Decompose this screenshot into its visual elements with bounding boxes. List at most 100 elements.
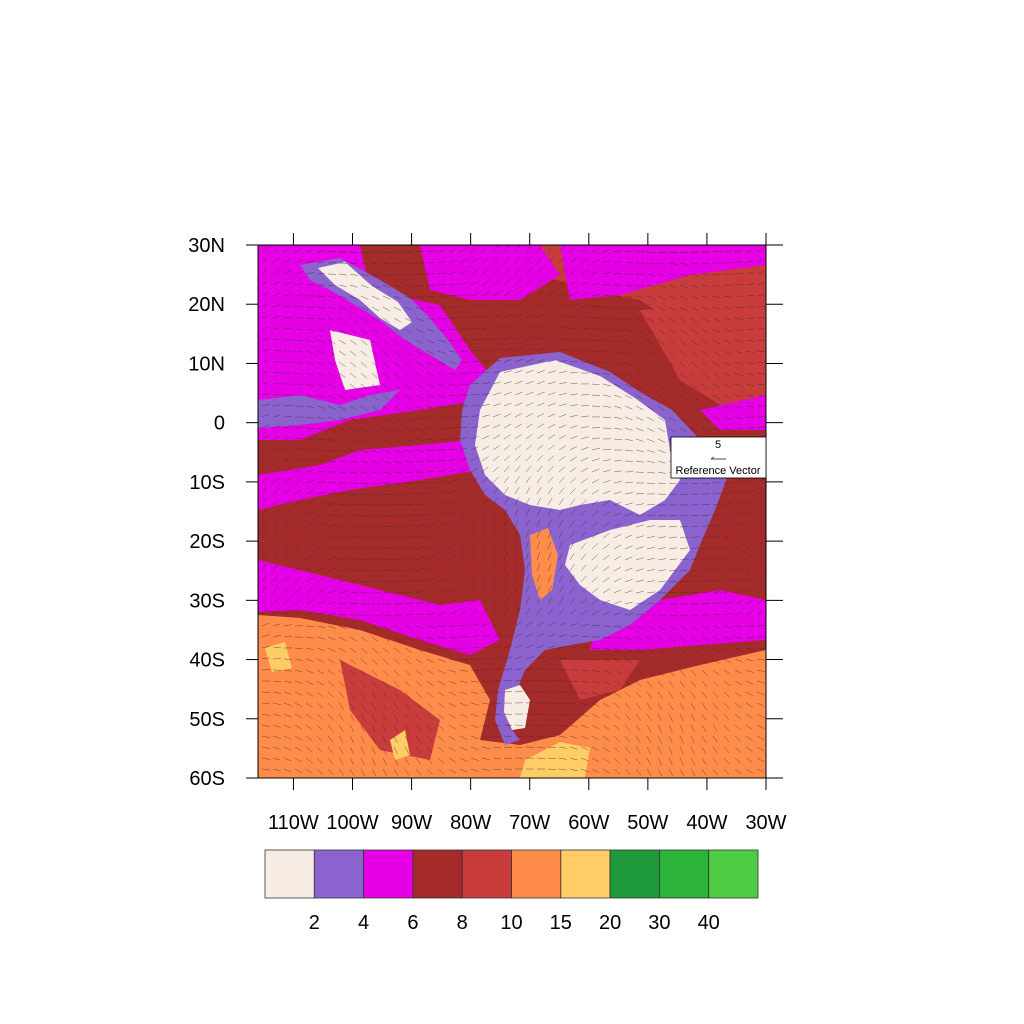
wind-barb [503,268,510,275]
wind-barb [514,608,520,616]
wind-barb [756,317,766,319]
wind-barb [349,504,359,506]
wind-barb [437,600,446,605]
wind-barb [723,647,732,652]
legend-swatch [659,849,710,899]
wind-barb [316,261,325,264]
wind-barb [415,602,424,605]
wind-barb [294,610,303,616]
wind-barb [514,644,523,649]
wind-barb [646,525,655,528]
reference-vector-value: 5 [715,439,721,451]
wind-barb [393,405,401,411]
wind-barb [426,306,435,309]
wind-barb [745,532,753,539]
wind-barb [382,669,389,677]
wind-barb [580,426,589,429]
wind-barb [415,328,424,333]
wind-barb [426,471,436,473]
wind-barb [613,480,622,484]
wind-barb [602,647,611,650]
wind-barb [349,273,358,276]
wind-barb [613,491,622,495]
wind-barb [393,284,402,288]
wind-barb [503,455,511,462]
wind-barb [426,372,435,377]
wind-barb [712,735,718,743]
wind-barb [470,735,479,740]
wind-barb [569,246,577,253]
wind-barb [558,702,567,705]
wind-barb [624,545,633,550]
wind-barb [470,477,478,484]
wind-barb [360,768,366,777]
wind-barb [558,735,567,738]
wind-barb [525,256,532,264]
wind-barb [569,393,578,396]
wind-barb [283,713,292,718]
wind-barb [459,521,466,528]
wind-barb [349,580,358,583]
wind-barb [404,514,413,517]
wind-barb [470,713,479,717]
wind-barb [327,702,334,710]
wind-barb [327,460,337,462]
wind-barb [371,460,380,464]
wind-barb [734,480,743,484]
wind-barb [756,350,766,352]
wind-barb [272,680,282,683]
wind-barb [327,372,336,378]
wind-barb [327,524,336,528]
wind-barb [261,608,268,616]
wind-barb [448,500,456,506]
wind-barb [657,757,662,766]
wind-barb [558,303,567,308]
wind-barb [327,513,336,517]
wind-barb [382,735,387,744]
wind-barb [624,556,633,561]
wind-barb [426,680,434,686]
wind-barb [261,337,270,341]
wind-barb [492,702,502,704]
wind-barb [349,383,357,390]
wind-barb [745,713,753,719]
wind-barb [536,348,545,352]
wind-barb [437,480,446,484]
wind-barb [393,680,400,688]
wind-barb [272,586,279,594]
wind-barb [272,281,281,286]
wind-barb [745,394,754,397]
wind-barb [470,564,476,572]
wind-barb [503,608,509,616]
wind-barb [437,394,446,398]
wind-barb [646,471,655,474]
wind-barb [349,569,358,572]
wind-barb [470,623,479,627]
wind-barb [404,746,410,755]
wind-barb [404,525,413,528]
wind-barb [525,541,529,550]
wind-barb [745,636,755,639]
wind-barb [514,279,522,286]
wind-barb [327,534,336,539]
wind-barb [624,613,633,616]
x-tick-label: 40W [686,812,727,834]
wind-barb [635,546,644,550]
wind-barb [536,585,541,594]
wind-barb [668,525,678,528]
wind-barb [382,328,390,334]
wind-barb [272,338,281,341]
wind-barb [712,557,721,561]
wind-barb [360,647,368,654]
wind-barb [437,713,445,720]
legend-label: 4 [358,912,369,934]
wind-barb [415,350,424,356]
wind-barb [261,669,271,671]
wind-barb [514,476,520,484]
wind-barb [558,574,564,583]
wind-barb [723,724,730,732]
wind-barb [580,467,589,473]
wind-barb [635,702,642,710]
wind-barb [305,647,314,651]
wind-barb [756,746,765,752]
